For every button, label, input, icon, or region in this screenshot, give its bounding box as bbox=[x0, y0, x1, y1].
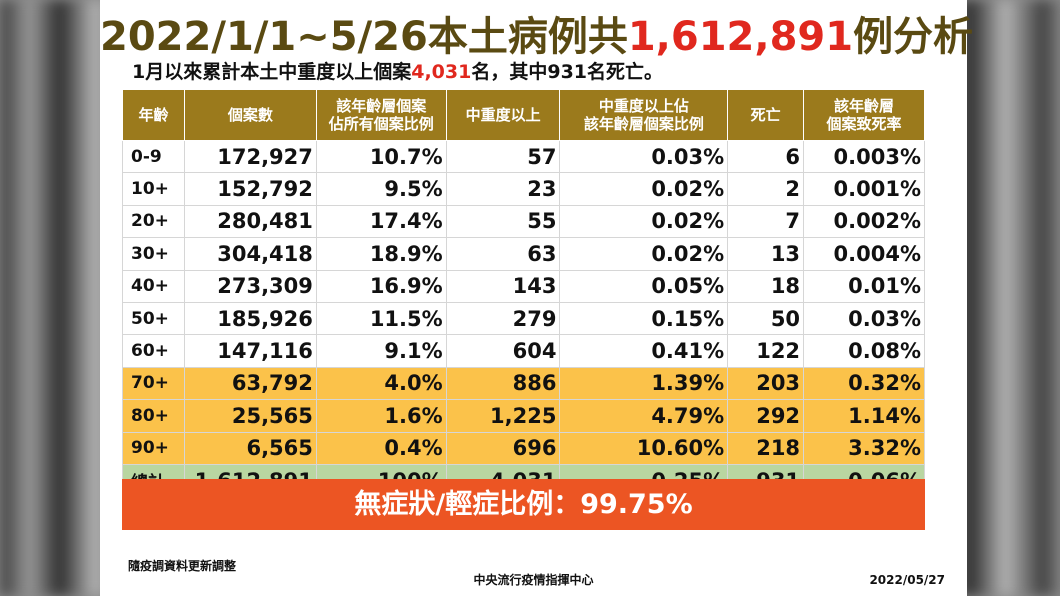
subtitle: 1月以來累計本土中重度以上個案4,031名，其中931名死亡。 bbox=[132, 61, 664, 83]
cell-age: 50+ bbox=[122, 301, 185, 336]
table-row: 60+ 147,116 9.1% 604 0.41% 122 0.08% bbox=[122, 334, 925, 368]
cell-severe: 23 bbox=[445, 172, 561, 206]
cell-cases: 280,481 bbox=[183, 204, 317, 239]
cell-cfr: 0.32% bbox=[803, 366, 925, 401]
table-row: 20+ 280,481 17.4% 55 0.02% 7 0.002% bbox=[122, 204, 925, 239]
cell-deaths: 203 bbox=[727, 366, 805, 401]
cell-deaths: 13 bbox=[727, 237, 805, 271]
cell-cases: 152,792 bbox=[183, 172, 317, 206]
cell-severe-ratio: 0.41% bbox=[559, 334, 729, 368]
cell-age: 80+ bbox=[122, 399, 185, 433]
cell-age: 90+ bbox=[122, 431, 185, 465]
total-cases-highlight: 1,612,891 bbox=[627, 14, 854, 60]
cell-share: 9.5% bbox=[315, 172, 447, 206]
cell-severe-ratio: 0.02% bbox=[559, 204, 729, 239]
cell-share: 9.1% bbox=[315, 334, 447, 368]
cell-deaths: 2 bbox=[727, 172, 805, 206]
cell-severe: 143 bbox=[445, 269, 561, 303]
cell-cfr: 0.01% bbox=[803, 269, 925, 303]
cell-severe: 57 bbox=[445, 139, 561, 174]
cell-age: 0-9 bbox=[122, 139, 185, 174]
cell-cfr: 3.32% bbox=[803, 431, 925, 465]
table-row: 0-9 172,927 10.7% 57 0.03% 6 0.003% bbox=[122, 139, 925, 174]
cell-deaths: 218 bbox=[727, 431, 805, 465]
table-row: 70+ 63,792 4.0% 886 1.39% 203 0.32% bbox=[122, 366, 925, 401]
cell-severe: 55 bbox=[445, 204, 561, 239]
publish-date: 2022/05/27 bbox=[869, 573, 945, 587]
cell-cases: 147,116 bbox=[183, 334, 317, 368]
cell-severe-ratio: 4.79% bbox=[559, 399, 729, 433]
cell-age: 40+ bbox=[122, 269, 185, 303]
header-severe-ratio: 中重度以上佔 該年齡層個案比例 bbox=[559, 89, 729, 141]
cell-severe-ratio: 0.05% bbox=[559, 269, 729, 303]
cell-deaths: 122 bbox=[727, 334, 805, 368]
header-cases: 個案數 bbox=[183, 89, 317, 141]
table-row: 30+ 304,418 18.9% 63 0.02% 13 0.004% bbox=[122, 237, 925, 271]
severe-cases-highlight: 4,031 bbox=[411, 61, 472, 83]
cell-share: 16.9% bbox=[315, 269, 447, 303]
cell-share: 1.6% bbox=[315, 399, 447, 433]
cell-cfr: 0.03% bbox=[803, 301, 925, 336]
cell-cases: 172,927 bbox=[183, 139, 317, 174]
cell-deaths: 6 bbox=[727, 139, 805, 174]
cell-severe: 604 bbox=[445, 334, 561, 368]
header-share: 該年齡層個案 佔所有個案比例 bbox=[315, 89, 447, 141]
cell-share: 18.9% bbox=[315, 237, 447, 271]
cell-cases: 185,926 bbox=[183, 301, 317, 336]
table-row: 90+ 6,565 0.4% 696 10.60% 218 3.32% bbox=[122, 431, 925, 465]
cell-share: 0.4% bbox=[315, 431, 447, 465]
header-cfr: 該年齡層 個案致死率 bbox=[803, 89, 925, 141]
age-breakdown-table: 年齡 個案數 該年齡層個案 佔所有個案比例 中重度以上 中重度以上佔 該年齡層個案比… bbox=[122, 89, 925, 498]
table-row: 80+ 25,565 1.6% 1,225 4.79% 292 1.14% bbox=[122, 399, 925, 433]
cell-cfr: 0.002% bbox=[803, 204, 925, 239]
cell-age: 10+ bbox=[122, 172, 185, 206]
header-deaths: 死亡 bbox=[727, 89, 805, 141]
cell-cases: 304,418 bbox=[183, 237, 317, 271]
cell-age: 20+ bbox=[122, 204, 185, 239]
cell-severe-ratio: 1.39% bbox=[559, 366, 729, 401]
footnote: 隨疫調資料更新調整 bbox=[128, 559, 237, 573]
table-row: 10+ 152,792 9.5% 23 0.02% 2 0.001% bbox=[122, 172, 925, 206]
cell-cfr: 0.004% bbox=[803, 237, 925, 271]
cell-cfr: 0.001% bbox=[803, 172, 925, 206]
cell-share: 10.7% bbox=[315, 139, 447, 174]
cell-severe: 1,225 bbox=[445, 399, 561, 433]
cell-severe-ratio: 0.02% bbox=[559, 237, 729, 271]
header-severe: 中重度以上 bbox=[445, 89, 561, 141]
page-title: 2022/1/1~5/26本土病例共1,612,891例分析 bbox=[100, 14, 974, 60]
cell-cfr: 0.08% bbox=[803, 334, 925, 368]
cell-age: 30+ bbox=[122, 237, 185, 271]
cell-age: 60+ bbox=[122, 334, 185, 368]
cell-share: 11.5% bbox=[315, 301, 447, 336]
table-row: 40+ 273,309 16.9% 143 0.05% 18 0.01% bbox=[122, 269, 925, 303]
cell-deaths: 18 bbox=[727, 269, 805, 303]
cell-severe: 886 bbox=[445, 366, 561, 401]
cell-share: 4.0% bbox=[315, 366, 447, 401]
cell-cases: 273,309 bbox=[183, 269, 317, 303]
cell-severe: 696 bbox=[445, 431, 561, 465]
cell-deaths: 292 bbox=[727, 399, 805, 433]
source-agency: 中央流行疫情指揮中心 bbox=[473, 573, 594, 587]
cell-cfr: 0.003% bbox=[803, 139, 925, 174]
cell-deaths: 50 bbox=[727, 301, 805, 336]
header-age: 年齡 bbox=[122, 89, 185, 141]
cell-severe: 63 bbox=[445, 237, 561, 271]
cell-cases: 63,792 bbox=[183, 366, 317, 401]
asymptomatic-ratio-banner: 無症狀/輕症比例：99.75% bbox=[122, 479, 925, 530]
cell-share: 17.4% bbox=[315, 204, 447, 239]
cell-severe-ratio: 0.15% bbox=[559, 301, 729, 336]
cell-severe-ratio: 0.03% bbox=[559, 139, 729, 174]
cell-cases: 25,565 bbox=[183, 399, 317, 433]
table-header-row: 年齡 個案數 該年齡層個案 佔所有個案比例 中重度以上 中重度以上佔 該年齡層個案比… bbox=[122, 89, 925, 141]
cell-severe-ratio: 10.60% bbox=[559, 431, 729, 465]
cell-deaths: 7 bbox=[727, 204, 805, 239]
cell-age: 70+ bbox=[122, 366, 185, 401]
infographic-slide: 2022/1/1~5/26本土病例共1,612,891例分析 1月以來累計本土中… bbox=[100, 0, 974, 596]
cell-cases: 6,565 bbox=[183, 431, 317, 465]
table-row: 50+ 185,926 11.5% 279 0.15% 50 0.03% bbox=[122, 301, 925, 336]
cell-cfr: 1.14% bbox=[803, 399, 925, 433]
cell-severe-ratio: 0.02% bbox=[559, 172, 729, 206]
cell-severe: 279 bbox=[445, 301, 561, 336]
